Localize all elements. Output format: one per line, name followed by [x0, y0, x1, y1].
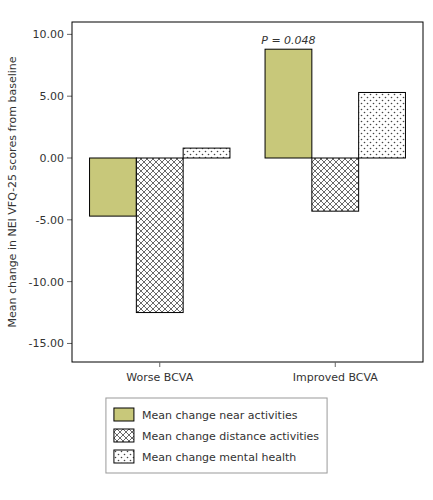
y-tick	[67, 219, 72, 220]
legend-label: Mean change distance activities	[142, 430, 319, 443]
y-tick-label: 0.00	[40, 152, 65, 165]
x-axis: Worse BCVA Improved BCVA	[126, 362, 378, 384]
plot-frame	[72, 22, 423, 362]
legend-swatch	[114, 450, 134, 463]
legend-box	[106, 398, 327, 473]
bar	[183, 148, 230, 158]
y-axis: -15.00 -10.00 -5.00 0.00 5.00 10.00	[29, 28, 72, 350]
y-tick-label: 5.00	[40, 90, 65, 103]
y-axis-label: Mean change in NEI VFQ-25 scores from ba…	[6, 56, 19, 327]
bar	[312, 158, 359, 211]
y-tick	[67, 96, 72, 97]
legend-swatch	[114, 429, 134, 442]
bar	[90, 158, 137, 216]
y-tick-label: -5.00	[36, 214, 64, 227]
legend-swatch	[114, 408, 134, 421]
y-tick-label: -15.00	[29, 337, 64, 350]
y-tick	[67, 158, 72, 159]
bar	[359, 92, 406, 158]
x-tick	[159, 362, 160, 367]
bars	[90, 49, 406, 312]
legend-label: Mean change mental health	[142, 451, 296, 464]
legend: Mean change near activities Mean change d…	[106, 398, 327, 473]
y-tick	[67, 343, 72, 344]
bar	[136, 158, 183, 313]
y-tick-label: -10.00	[29, 276, 64, 289]
x-tick	[335, 362, 336, 367]
annotation: P = 0.048	[261, 34, 315, 47]
y-tick-label: 10.00	[33, 28, 65, 41]
x-tick-label: Worse BCVA	[126, 371, 193, 384]
y-tick	[67, 281, 72, 282]
x-tick-label: Improved BCVA	[293, 371, 379, 384]
legend-label: Mean change near activities	[142, 409, 298, 422]
chart: -15.00 -10.00 -5.00 0.00 5.00 10.00 Mean chang…	[0, 0, 433, 500]
bar	[265, 49, 312, 158]
y-tick	[67, 34, 72, 35]
